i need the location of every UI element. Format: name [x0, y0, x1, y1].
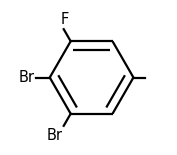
Text: F: F	[60, 12, 69, 27]
Text: Br: Br	[47, 128, 63, 143]
Text: Br: Br	[19, 70, 35, 85]
